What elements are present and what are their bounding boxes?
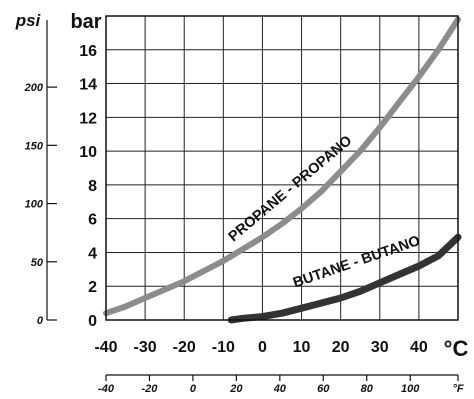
y-tick-label: 10 (79, 144, 97, 161)
axes (46, 15, 459, 381)
butane-curve (227, 233, 462, 324)
fahrenheit-tick-label: -20 (142, 383, 159, 395)
x-tick-label: -40 (94, 339, 117, 356)
fahrenheit-axis-label: °F (452, 383, 463, 395)
tick-labels: 0 2 4 6 8 10 12 14 16 -40 -30 -20 -10 0 10 20 30 40 °C bar p… (15, 11, 469, 395)
butane-curve-label: BUTANE - BUTANO (291, 233, 422, 291)
x-axis-label: °C (444, 336, 469, 361)
fahrenheit-tick-label: 0 (190, 383, 197, 395)
y-tick-label: 16 (79, 43, 97, 60)
y-tick-label: 6 (88, 212, 97, 229)
x-tick-label: -10 (212, 339, 235, 356)
x-tick-label: 30 (371, 339, 389, 356)
y-tick-label: 14 (79, 77, 97, 94)
y-tick-label: 0 (88, 313, 97, 330)
x-tick-label: -30 (134, 339, 157, 356)
fahrenheit-tick-label: 100 (401, 383, 420, 395)
x-tick-label: 0 (258, 339, 267, 356)
propane-curve (103, 16, 461, 317)
fahrenheit-tick-label: -40 (98, 383, 115, 395)
y-tick-label: 8 (88, 178, 97, 195)
y-tick-label: 2 (88, 279, 97, 296)
psi-tick-label: 100 (25, 199, 44, 211)
psi-tick-label: 0 (37, 315, 44, 327)
psi-axis-label: psi (15, 11, 42, 30)
x-tick-label: 20 (332, 339, 350, 356)
psi-tick-label: 200 (24, 82, 44, 94)
curves (103, 16, 462, 324)
fahrenheit-tick-label: 40 (273, 383, 287, 395)
y-axis-label: bar (70, 11, 101, 33)
plot-frame (105, 15, 459, 321)
fahrenheit-tick-label: 20 (229, 383, 243, 395)
propane-curve-label: PROPANE - PROPANO (226, 133, 356, 245)
fahrenheit-tick-label: 60 (317, 383, 330, 395)
x-tick-label: -20 (173, 339, 196, 356)
x-tick-label: 10 (293, 339, 311, 356)
fahrenheit-tick-label: 80 (361, 383, 374, 395)
psi-tick-label: 50 (31, 257, 44, 269)
y-tick-label: 12 (79, 110, 97, 127)
x-tick-label: 40 (410, 339, 428, 356)
psi-tick-label: 150 (25, 140, 44, 152)
y-tick-label: 4 (88, 245, 97, 262)
